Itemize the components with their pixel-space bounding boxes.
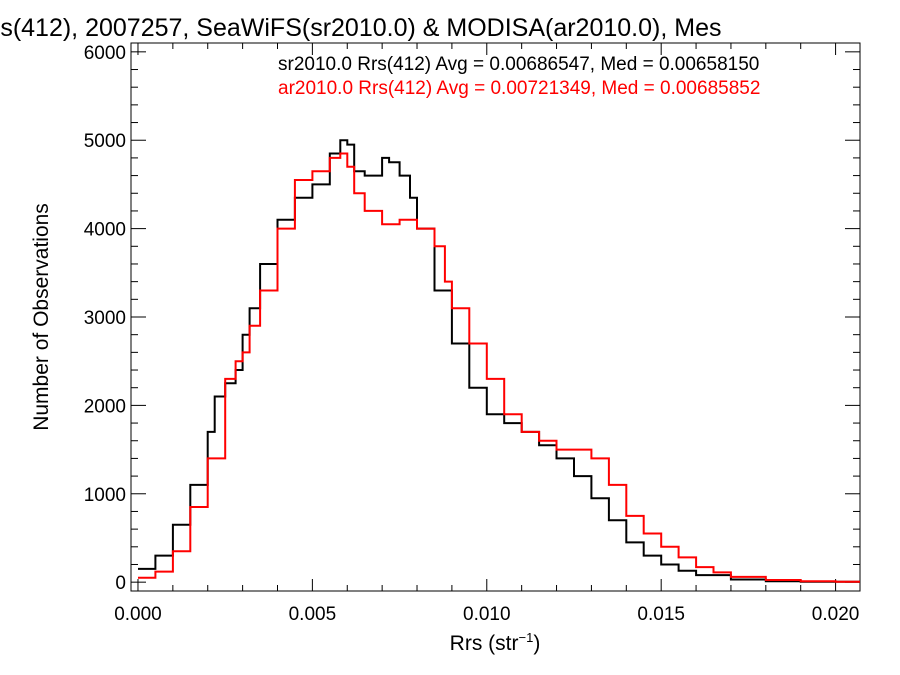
y-axis: 0 1000 2000 3000 4000 5000 6000 xyxy=(84,43,860,594)
series-line-sr2010 xyxy=(138,139,860,583)
y-tick-label: 0 xyxy=(115,573,126,594)
y-axis-label: Number of Observations xyxy=(30,203,53,431)
plot-frame xyxy=(130,42,861,592)
x-axis-label: Rrs (str−1) xyxy=(450,630,541,655)
chart-title: rs(412), 2007257, SeaWiFS(sr2010.0) & MO… xyxy=(0,14,721,42)
y-tick-label: 5000 xyxy=(84,131,126,152)
legend: sr2010.0 Rrs(412) Avg = 0.00686547, Med … xyxy=(278,54,760,99)
x-axis: 0.000 0.005 0.010 0.015 0.020 xyxy=(114,43,859,625)
y-tick-label: 3000 xyxy=(84,308,126,329)
x-tick-label: 0.005 xyxy=(289,604,337,625)
y-tick-label: 4000 xyxy=(84,220,126,241)
legend-entry-sr2010: sr2010.0 Rrs(412) Avg = 0.00686547, Med … xyxy=(278,54,759,75)
x-tick-label: 0.020 xyxy=(812,604,860,625)
y-tick-label: 1000 xyxy=(84,485,126,506)
y-tick-label: 6000 xyxy=(84,43,126,64)
series-layer xyxy=(138,139,860,583)
series-line-ar2010 xyxy=(138,152,860,583)
x-axis-label-suffix: ) xyxy=(533,632,540,655)
x-tick-label: 0.015 xyxy=(637,604,685,625)
y-tick-label: 2000 xyxy=(84,396,126,417)
x-axis-label-superscript: −1 xyxy=(519,630,534,645)
legend-entry-ar2010: ar2010.0 Rrs(412) Avg = 0.00721349, Med … xyxy=(278,78,760,99)
x-tick-label: 0.000 xyxy=(114,604,162,625)
x-tick-label: 0.010 xyxy=(463,604,511,625)
